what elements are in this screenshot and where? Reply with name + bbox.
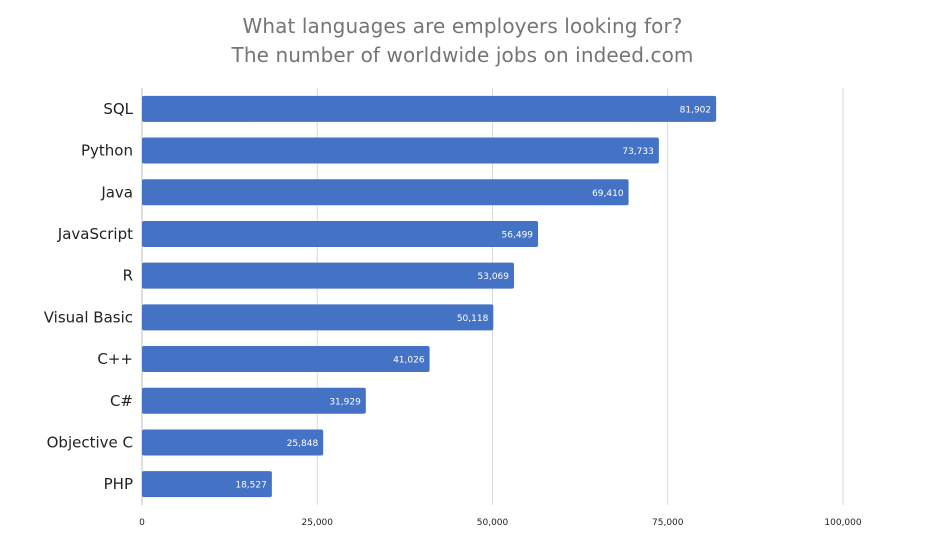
x-tick-label: 75,000	[652, 518, 684, 528]
data-label: 50,118	[457, 314, 489, 324]
data-label: 41,026	[393, 356, 425, 366]
category-label: SQL	[103, 100, 133, 118]
x-tick-label: 50,000	[477, 518, 509, 528]
category-label: C#	[110, 392, 133, 410]
category-label: C++	[97, 350, 133, 368]
category-label: Objective C	[47, 433, 133, 451]
data-label: 73,733	[622, 147, 654, 157]
x-tick-label: 0	[139, 518, 145, 528]
bar-javascript	[142, 220, 539, 247]
bar-objective-c	[142, 429, 324, 456]
bar-sql	[142, 95, 717, 122]
bar-php	[142, 471, 272, 498]
data-label: 81,902	[680, 105, 712, 115]
bar-java	[142, 179, 629, 206]
data-label: 31,929	[329, 397, 361, 407]
bar-c-	[142, 346, 430, 373]
bar-visual-basic	[142, 304, 494, 331]
data-label: 56,499	[502, 230, 534, 240]
category-label: R	[123, 267, 133, 285]
category-label: Visual Basic	[44, 308, 133, 326]
data-label: 53,069	[478, 272, 510, 282]
bar-r	[142, 262, 515, 289]
category-label: PHP	[104, 475, 133, 493]
x-tick-label: 25,000	[302, 518, 334, 528]
data-label: 69,410	[592, 189, 624, 199]
chart-subtitle: The number of worldwide jobs on indeed.c…	[231, 43, 694, 67]
category-label: Java	[100, 183, 133, 201]
bar-c-	[142, 387, 366, 414]
data-label: 18,527	[235, 481, 267, 491]
bar-python	[142, 137, 659, 164]
category-label: Python	[81, 142, 133, 160]
x-tick-label: 100,000	[824, 518, 861, 528]
category-label: JavaScript	[57, 225, 133, 243]
data-label: 25,848	[287, 439, 319, 449]
chart-title: What languages are employers looking for…	[242, 14, 683, 38]
